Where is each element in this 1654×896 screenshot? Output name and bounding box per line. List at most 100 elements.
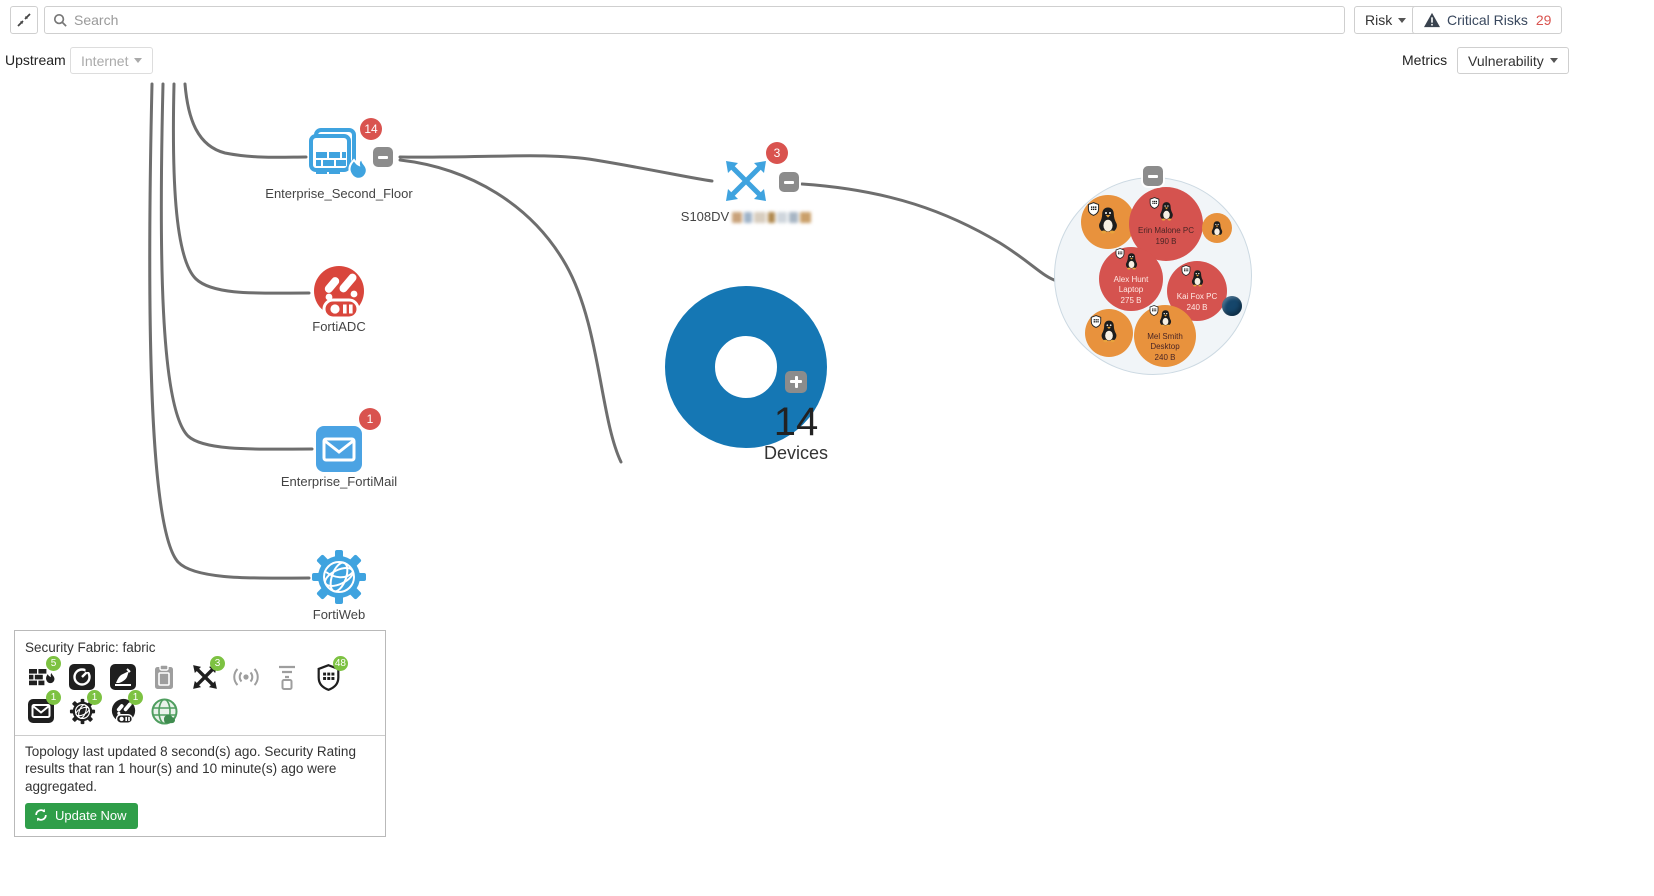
- fortigate-stack-icon: [309, 128, 368, 180]
- fortimail-icon: [316, 426, 362, 472]
- device-bytes: 275 B: [1120, 296, 1142, 306]
- device-name: Kai Fox PC: [1176, 291, 1218, 301]
- top-toolbar: Risk Critical Risks 29: [0, 0, 1654, 40]
- cloud-service-icon[interactable]: [150, 697, 178, 725]
- link-internet-fortimail: [159, 82, 314, 451]
- device-bubble-linux-1[interactable]: [1081, 195, 1135, 249]
- device-bubble-linux-2[interactable]: [1202, 213, 1232, 243]
- clipboard-icon[interactable]: [150, 663, 178, 691]
- metrics-value: Vulnerability: [1468, 52, 1544, 69]
- upstream-select[interactable]: Internet: [70, 47, 154, 74]
- search-input[interactable]: [74, 12, 1336, 28]
- cluster-collapse-button[interactable]: [1143, 166, 1163, 186]
- device-group-label: Devices: [763, 442, 829, 463]
- critical-risks-count: 29: [1535, 12, 1552, 28]
- link-second-floor-devices: [398, 158, 623, 464]
- device-cluster: Erin Malone PC 190 B Alex Hunt Laptop 27…: [1054, 166, 1252, 375]
- device-group-expand-button[interactable]: [785, 370, 807, 393]
- risk-dropdown-button[interactable]: Risk: [1354, 6, 1418, 34]
- fortiswitch-risk-badge: 3: [766, 142, 788, 164]
- search-box: [44, 6, 1345, 34]
- upstream-label: Upstream: [5, 52, 66, 68]
- device-group-node[interactable]: 14 Devices: [615, 286, 877, 548]
- fortiswitch-label: S108DV: [640, 209, 852, 224]
- collapse-view-button[interactable]: [10, 6, 38, 34]
- link-switch-cluster: [800, 182, 1059, 283]
- link-second-floor-switch: [398, 154, 714, 183]
- legend-title: Security Fabric: fabric: [25, 640, 156, 655]
- refresh-icon: [35, 809, 47, 822]
- fortiextender-icon[interactable]: [273, 663, 301, 691]
- legend-icon-row-1: 5: [15, 656, 385, 691]
- fortiadc-label: FortiADC: [312, 319, 366, 334]
- metrics-select[interactable]: Vulnerability: [1457, 47, 1569, 74]
- fortiswitch-icon[interactable]: 3: [191, 656, 225, 691]
- node-second-floor[interactable]: [308, 126, 370, 191]
- fortimail-risk-badge: 1: [359, 408, 381, 430]
- device-bubble-mel-smith-desktop[interactable]: Mel Smith Desktop 240 B: [1134, 305, 1196, 367]
- legend-divider: [15, 735, 385, 736]
- update-now-label: Update Now: [55, 807, 127, 823]
- fortiadc-icon[interactable]: 1: [109, 690, 143, 725]
- endpoint-shield-icon: [1149, 305, 1159, 316]
- search-icon: [53, 13, 67, 27]
- fortiswitch-icon: [726, 161, 766, 201]
- fortianalyzer-icon[interactable]: [68, 663, 96, 691]
- device-name: Erin Malone PC: [1137, 225, 1195, 235]
- endpoint-shield-icon: [1115, 248, 1125, 259]
- metrics-label: Metrics: [1402, 52, 1448, 68]
- fortimanager-icon[interactable]: [109, 663, 137, 691]
- fortimail-label: Enterprise_FortiMail: [280, 474, 398, 489]
- device-bytes: 190 B: [1155, 237, 1177, 247]
- legend-badge: 1: [87, 690, 102, 705]
- node-fortiswitch[interactable]: [723, 158, 769, 209]
- second-floor-collapse-button[interactable]: [373, 147, 393, 167]
- endpoint-shield-icon[interactable]: 48: [314, 656, 348, 691]
- topology-status-text: Topology last updated 8 second(s) ago. S…: [25, 744, 356, 794]
- device-bubble-small[interactable]: [1222, 296, 1242, 316]
- device-group-count: 14: [773, 399, 819, 444]
- device-group-ring: 14 Devices: [665, 286, 828, 463]
- node-fortiweb[interactable]: [310, 548, 368, 611]
- endpoint-shield-icon: [1087, 202, 1100, 216]
- caret-down-icon: [134, 58, 143, 63]
- endpoint-shield-icon: [1181, 265, 1191, 276]
- legend-badge: 3: [210, 656, 225, 671]
- node-fortiadc[interactable]: [310, 264, 368, 327]
- redacted-text-blur: [732, 212, 812, 224]
- fortiap-icon[interactable]: [232, 663, 260, 691]
- device-name: Alex Hunt Laptop: [1113, 274, 1149, 294]
- endpoint-shield-icon: [1149, 197, 1160, 209]
- fortiweb-icon[interactable]: 1: [68, 690, 102, 725]
- subheader-bar: Upstream Internet Metrics Vulnerability: [0, 40, 1654, 80]
- device-bytes: 240 B: [1154, 353, 1176, 363]
- critical-risks-label: Critical Risks: [1447, 12, 1528, 28]
- device-bubble-linux-3[interactable]: [1085, 309, 1133, 357]
- risk-dropdown-label: Risk: [1365, 12, 1393, 28]
- endpoint-shield-icon: [1090, 315, 1102, 328]
- device-bubble-alex-hunt-laptop[interactable]: Alex Hunt Laptop 275 B: [1099, 247, 1163, 311]
- legend-badge: 48: [332, 656, 348, 671]
- fortiswitch-label-prefix: S108DV: [680, 209, 730, 224]
- caret-down-icon: [1398, 17, 1407, 23]
- legend-icon-row-2: 1: [15, 690, 385, 725]
- fortigate-icon[interactable]: 5: [27, 656, 61, 691]
- upstream-value: Internet: [81, 52, 129, 69]
- caret-down-icon: [1549, 58, 1558, 63]
- node-fortimail[interactable]: [316, 426, 362, 477]
- security-fabric-legend-panel: Security Fabric: fabric 5: [14, 630, 386, 837]
- legend-badge: 5: [46, 656, 61, 671]
- update-now-button[interactable]: Update Now: [25, 802, 138, 829]
- fortiadc-icon: [314, 266, 364, 320]
- device-name: Mel Smith Desktop: [1147, 331, 1183, 351]
- legend-badge: 1: [128, 690, 143, 705]
- fortimail-icon[interactable]: 1: [27, 690, 61, 725]
- fortiswitch-collapse-button[interactable]: [779, 172, 799, 192]
- link-internet-second-floor: [183, 82, 308, 159]
- critical-risks-button[interactable]: Critical Risks 29: [1412, 6, 1563, 34]
- second-floor-label: Enterprise_Second_Floor: [265, 186, 413, 201]
- second-floor-risk-badge: 14: [360, 118, 382, 140]
- fortiweb-label: FortiWeb: [312, 607, 366, 622]
- warning-triangle-icon: [1424, 12, 1440, 28]
